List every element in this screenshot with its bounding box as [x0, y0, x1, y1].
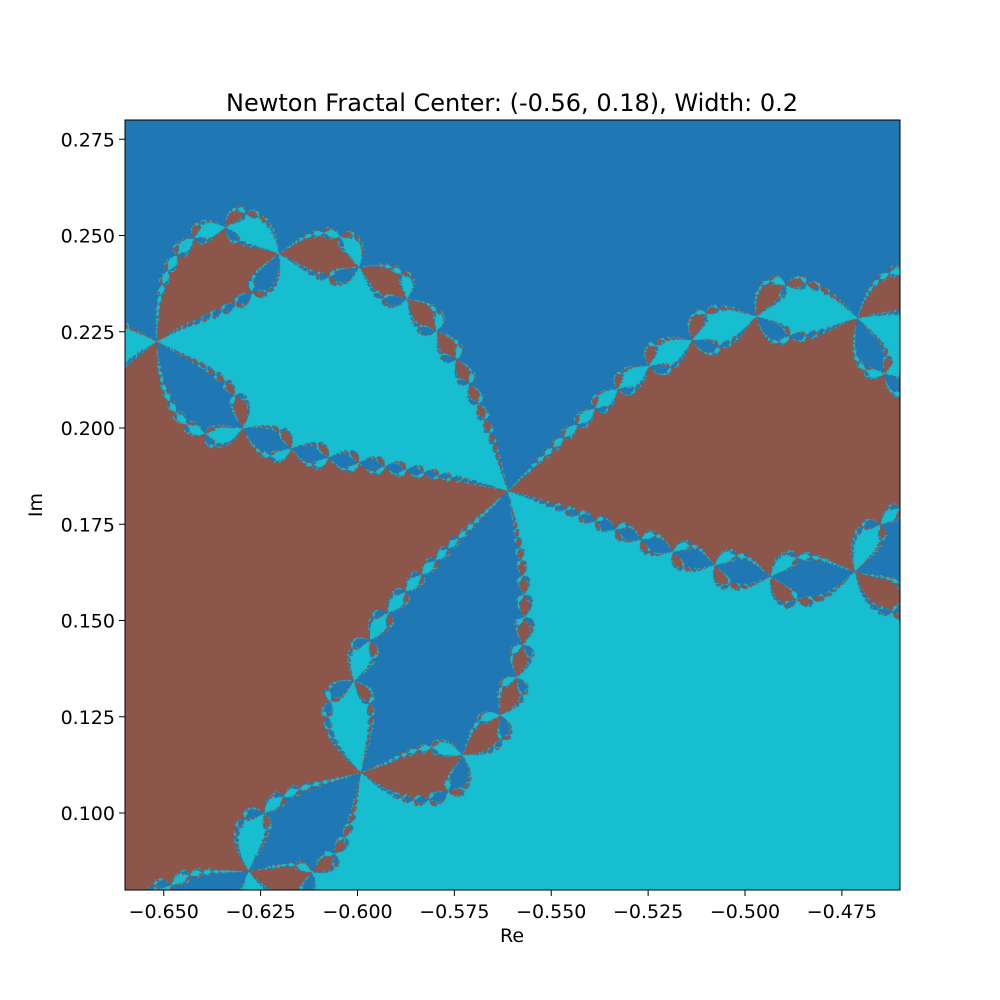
x-tick-label: −0.650 [129, 901, 199, 923]
x-tick-label: −0.475 [807, 901, 877, 923]
x-tick-label: −0.525 [613, 901, 683, 923]
plot-frame [124, 119, 901, 891]
y-tick-label: 0.100 [61, 803, 115, 825]
x-tick-label: −0.600 [322, 901, 392, 923]
x-tick-label: −0.550 [516, 901, 586, 923]
y-tick-label: 0.150 [61, 611, 115, 633]
y-tick-label: 0.250 [61, 226, 115, 248]
x-tick-label: −0.575 [419, 901, 489, 923]
y-tick-label: 0.225 [61, 322, 115, 344]
chart-title: Newton Fractal Center: (-0.56, 0.18), Wi… [226, 89, 798, 117]
fractal-heatmap [125, 120, 900, 890]
x-axis: −0.650 −0.625 −0.600 −0.575 −0.550 −0.525 −0.5… [129, 890, 877, 923]
y-tick-label: 0.200 [61, 418, 115, 440]
x-axis-label: Re [500, 925, 524, 947]
y-tick-label: 0.275 [61, 129, 115, 151]
y-tick-label: 0.125 [61, 707, 115, 729]
y-axis: 0.100 0.125 0.150 0.175 0.200 0.225 0.250 0.275 [61, 129, 125, 825]
y-axis-label: Im [25, 493, 47, 517]
x-tick-label: −0.625 [225, 901, 295, 923]
y-tick-label: 0.175 [61, 514, 115, 536]
x-tick-label: −0.500 [710, 901, 780, 923]
